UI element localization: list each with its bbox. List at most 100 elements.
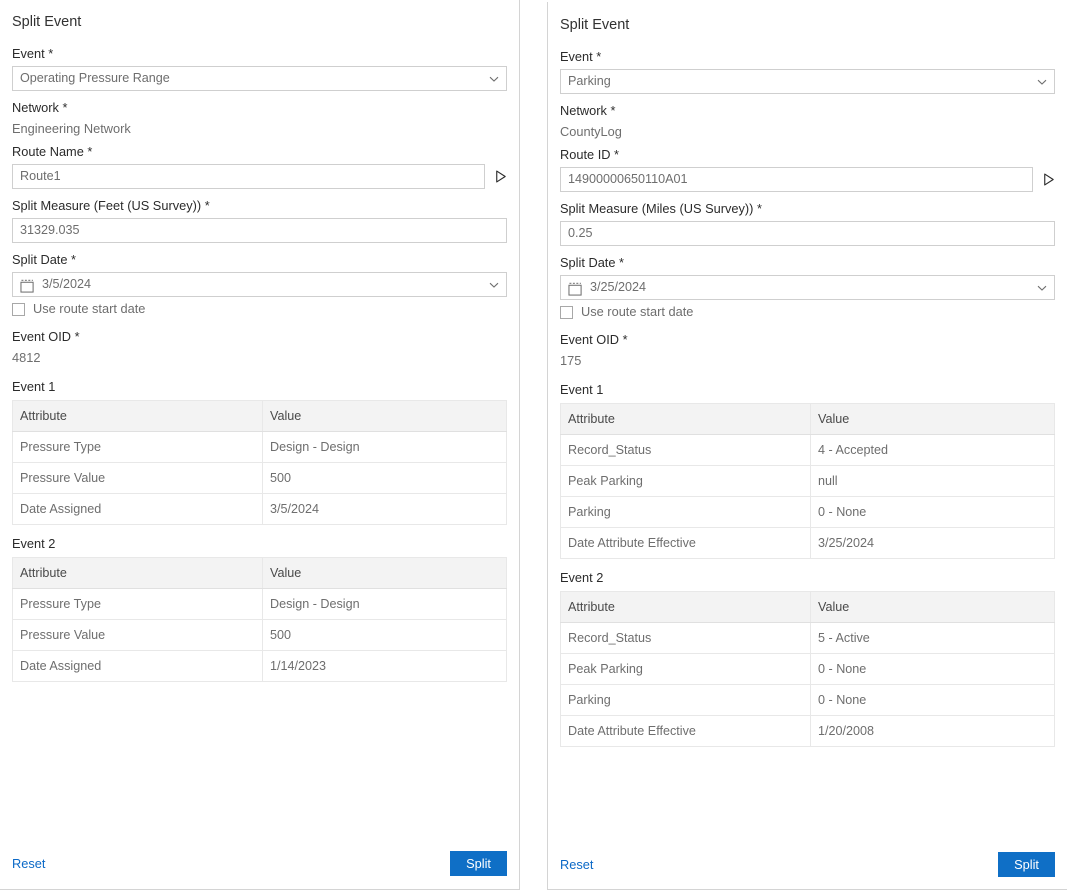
cell-attribute: Parking — [560, 684, 811, 716]
cell-value: 1/20/2008 — [810, 715, 1055, 747]
cell-value: 4 - Accepted — [810, 434, 1055, 466]
cell-attribute: Date Attribute Effective — [560, 715, 811, 747]
event-oid-label: Event OID * — [12, 329, 80, 344]
cell-value: 500 — [262, 462, 507, 494]
route-input-value: Route1 — [20, 169, 61, 183]
table-row: Peak Parking 0 - None — [560, 653, 1055, 685]
column-header-attribute: Attribute — [12, 557, 263, 589]
split-date-picker[interactable]: 3/25/2024 — [560, 275, 1055, 300]
network-value: Engineering Network — [12, 121, 131, 136]
split-date-field-group: Split Date * 3/5/2024 — [12, 252, 507, 297]
split-date-value: 3/25/2024 — [590, 280, 647, 294]
split-measure-label: Split Measure (Feet (US Survey)) * — [12, 198, 210, 213]
column-header-attribute: Attribute — [12, 400, 263, 432]
event-select[interactable]: Operating Pressure Range — [12, 66, 507, 91]
event-oid-label: Event OID * — [560, 332, 628, 347]
event-oid-group: Event OID * 4812 — [12, 329, 507, 366]
cell-attribute: Peak Parking — [560, 465, 811, 497]
event-2-attribute-table: Attribute Value Pressure Type Design - D… — [12, 557, 507, 682]
event-oid-value: 175 — [560, 353, 582, 368]
cursor-pointer-icon[interactable] — [489, 166, 511, 188]
split-measure-field-group: Split Measure (Feet (US Survey)) * 31329… — [12, 198, 507, 243]
cell-value: 3/5/2024 — [262, 493, 507, 525]
column-header-value: Value — [810, 403, 1055, 435]
split-event-panel-left: Split Event Event * Operating Pressure R… — [0, 0, 520, 890]
event-field-group: Event * Parking — [560, 49, 1055, 94]
cell-value: 5 - Active — [810, 622, 1055, 654]
cell-value: 0 - None — [810, 684, 1055, 716]
table-row: Record_Status 4 - Accepted — [560, 434, 1055, 466]
cell-value: 1/14/2023 — [262, 650, 507, 682]
split-date-picker[interactable]: 3/5/2024 — [12, 272, 507, 297]
event-1-attribute-table: Attribute Value Record_Status 4 - Accept… — [560, 403, 1055, 559]
cell-attribute: Date Assigned — [12, 493, 263, 525]
split-measure-value: 0.25 — [568, 226, 593, 240]
column-header-attribute: Attribute — [560, 403, 811, 435]
reset-link[interactable]: Reset — [12, 855, 46, 871]
route-field-group: Route ID * 14900000650110A01 — [560, 147, 1055, 192]
route-input-value: 14900000650110A01 — [568, 172, 688, 186]
panel-footer-left: Reset Split — [0, 841, 519, 889]
split-button[interactable]: Split — [998, 852, 1055, 877]
split-event-panel-right: Split Event Event * Parking Network * Co… — [547, 2, 1067, 890]
table-header-row: Attribute Value — [560, 403, 1055, 435]
use-route-start-date-row[interactable]: Use route start date — [560, 304, 1055, 320]
event-2-caption: Event 2 — [560, 570, 604, 585]
column-header-value: Value — [262, 557, 507, 589]
event-select-value: Parking — [568, 74, 611, 88]
cell-attribute: Pressure Value — [12, 462, 263, 494]
split-button[interactable]: Split — [450, 851, 507, 876]
event-2-caption: Event 2 — [12, 536, 56, 551]
table-row: Date Attribute Effective 3/25/2024 — [560, 527, 1055, 559]
route-label: Route ID * — [560, 147, 620, 162]
route-input[interactable]: Route1 — [12, 164, 485, 189]
calendar-icon — [20, 278, 35, 293]
split-measure-label: Split Measure (Miles (US Survey)) * — [560, 201, 762, 216]
cell-attribute: Record_Status — [560, 434, 811, 466]
table-row: Peak Parking null — [560, 465, 1055, 497]
cell-value: 0 - None — [810, 653, 1055, 685]
use-route-start-date-row[interactable]: Use route start date — [12, 301, 507, 317]
event-select[interactable]: Parking — [560, 69, 1055, 94]
cell-attribute: Record_Status — [560, 622, 811, 654]
use-route-start-date-checkbox[interactable] — [560, 305, 573, 319]
event-label: Event * — [560, 49, 602, 64]
panel-body-left: Split Event Event * Operating Pressure R… — [0, 0, 519, 841]
route-input[interactable]: 14900000650110A01 — [560, 167, 1033, 192]
network-field-group: Network * Engineering Network — [12, 100, 507, 137]
table-row: Pressure Type Design - Design — [12, 588, 507, 620]
cell-attribute: Pressure Type — [12, 431, 263, 463]
chevron-down-icon — [489, 280, 499, 289]
column-header-value: Value — [810, 591, 1055, 623]
table-header-row: Attribute Value — [12, 400, 507, 432]
split-date-label: Split Date * — [560, 255, 625, 270]
cell-attribute: Peak Parking — [560, 653, 811, 685]
cell-attribute: Pressure Type — [12, 588, 263, 620]
event-1-attribute-table: Attribute Value Pressure Type Design - D… — [12, 400, 507, 525]
cursor-pointer-icon[interactable] — [1037, 169, 1059, 191]
panel-body-right: Split Event Event * Parking Network * Co… — [548, 2, 1067, 841]
cell-value: null — [810, 465, 1055, 497]
event-label: Event * — [12, 46, 54, 61]
cell-value: Design - Design — [262, 588, 507, 620]
reset-link[interactable]: Reset — [560, 856, 594, 872]
split-measure-field-group: Split Measure (Miles (US Survey)) * 0.25 — [560, 201, 1055, 246]
table-row: Date Assigned 1/14/2023 — [12, 650, 507, 682]
cell-attribute: Pressure Value — [12, 619, 263, 651]
split-measure-input[interactable]: 0.25 — [560, 221, 1055, 246]
split-measure-input[interactable]: 31329.035 — [12, 218, 507, 243]
column-header-attribute: Attribute — [560, 591, 811, 623]
use-route-start-date-checkbox[interactable] — [12, 302, 25, 316]
cell-attribute: Date Assigned — [12, 650, 263, 682]
route-input-row: Route1 — [12, 164, 507, 189]
chevron-down-icon — [1037, 77, 1047, 86]
network-field-group: Network * CountyLog — [560, 103, 1055, 140]
route-label: Route Name * — [12, 144, 93, 159]
table-header-row: Attribute Value — [12, 557, 507, 589]
split-date-label: Split Date * — [12, 252, 77, 267]
cell-attribute: Date Attribute Effective — [560, 527, 811, 559]
network-label: Network * — [12, 100, 68, 115]
network-value: CountyLog — [560, 124, 622, 139]
table-row: Parking 0 - None — [560, 684, 1055, 716]
